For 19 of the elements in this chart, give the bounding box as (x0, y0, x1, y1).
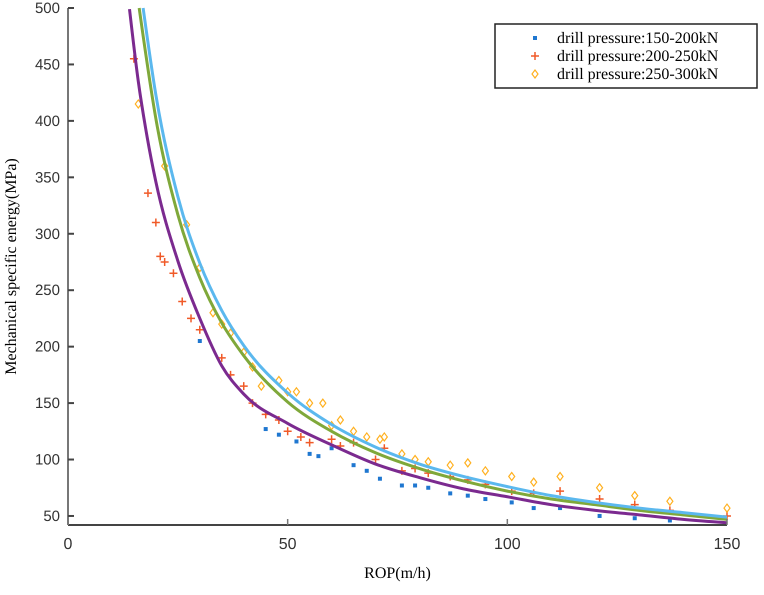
x-tick-label: 50 (278, 536, 297, 553)
legend-label: drill pressure:150-200kN (557, 30, 719, 47)
y-tick-label: 250 (34, 282, 60, 300)
x-tick-label: 100 (494, 536, 521, 553)
y-tick-label: 450 (34, 56, 60, 74)
y-axis-title: Mechanical specific energy(MPa) (3, 158, 20, 375)
y-tick-label: 500 (34, 0, 60, 17)
x-tick-label: 150 (714, 536, 740, 553)
y-tick-label: 400 (34, 112, 60, 130)
y-tick-label: 200 (34, 338, 60, 356)
x-tick-label: 0 (64, 536, 73, 553)
y-tick-label: 300 (34, 226, 60, 243)
legend-label: drill pressure:200-250kN (557, 48, 719, 65)
y-tick-label: 50 (43, 508, 60, 525)
x-axis-title: ROP(m/h) (364, 565, 431, 582)
y-tick-label: 350 (34, 169, 60, 186)
legend-label: drill pressure:250-300kN (557, 66, 719, 83)
y-tick-label: 100 (34, 452, 60, 469)
y-tick-label: 150 (34, 395, 60, 412)
